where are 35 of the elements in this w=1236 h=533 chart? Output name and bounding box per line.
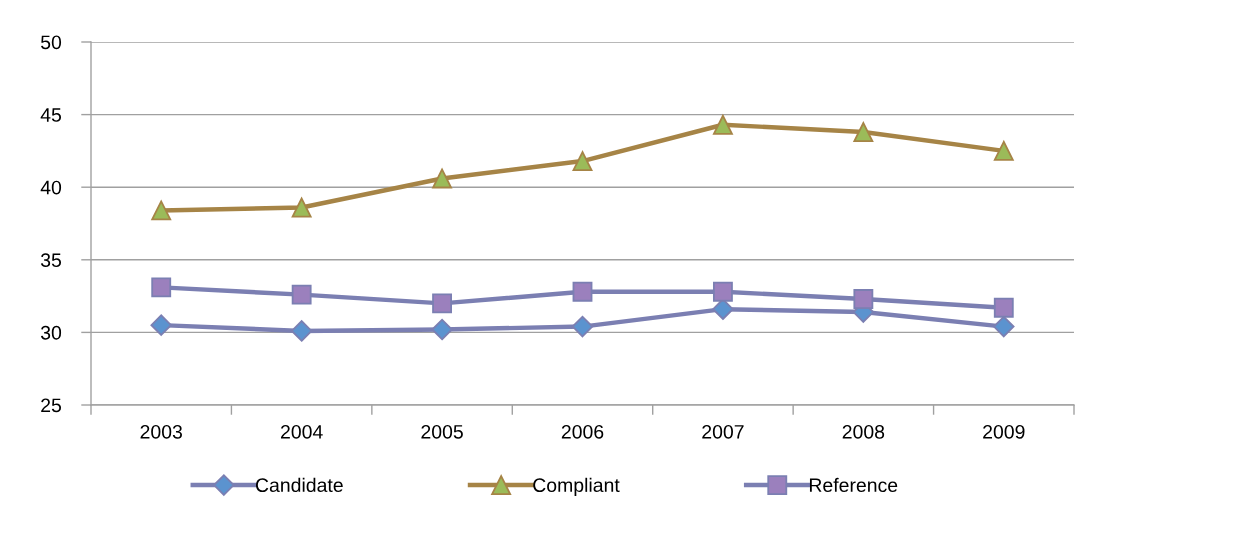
y-tick-label: 35 — [40, 253, 62, 268]
point — [291, 197, 312, 218]
point — [853, 122, 874, 142]
point — [572, 151, 593, 171]
x-tick-label: 2008 — [842, 424, 885, 439]
point — [151, 277, 172, 298]
legend-label: Reference — [809, 477, 898, 493]
x-tick-label: 2009 — [983, 424, 1025, 439]
y-tick-label: 45 — [40, 108, 62, 122]
point — [151, 200, 172, 221]
point — [431, 318, 453, 341]
point — [853, 289, 874, 309]
point — [571, 315, 594, 338]
point — [993, 140, 1014, 161]
x-tick-label: 2003 — [140, 424, 182, 439]
point — [993, 297, 1014, 318]
point — [150, 314, 172, 336]
point — [993, 315, 1015, 338]
x-tick-label: 2006 — [561, 424, 604, 439]
point — [291, 284, 312, 305]
point — [712, 114, 733, 135]
legend-label: Candidate — [255, 477, 343, 493]
legend-label: Compliant — [533, 477, 620, 496]
y-tick-label: 30 — [40, 325, 62, 340]
point — [432, 293, 453, 314]
x-tick-label: 2007 — [702, 424, 744, 439]
y-tick-label: 40 — [40, 180, 62, 195]
x-tick-label: 2005 — [421, 424, 463, 439]
point — [712, 281, 733, 302]
point — [432, 168, 453, 189]
point — [290, 320, 313, 342]
x-tick-label: 2004 — [281, 424, 323, 439]
y-tick-label: 50 — [40, 35, 62, 50]
y-tick-label: 25 — [41, 398, 62, 413]
point — [572, 281, 593, 302]
